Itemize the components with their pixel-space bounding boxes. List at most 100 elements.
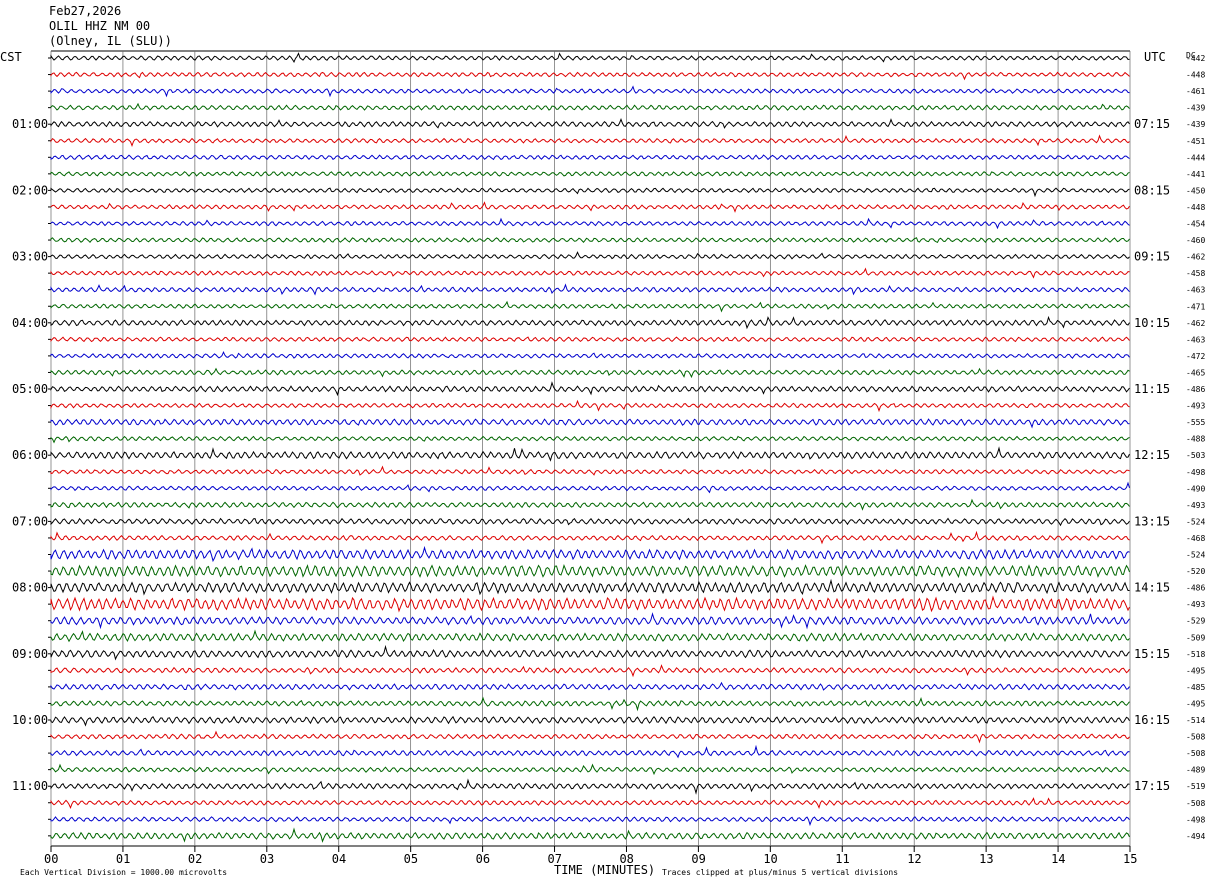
trace-line xyxy=(50,300,1130,313)
x-tick-label: 03 xyxy=(260,852,274,866)
dc-offset-label: -460 xyxy=(1186,236,1205,245)
dc-offset-label: -444 xyxy=(1186,153,1205,162)
header-location: (Olney, IL (SLU)) xyxy=(49,34,172,48)
dc-offset-label: -508 xyxy=(1186,733,1205,742)
clip-note: Traces clipped at plus/minus 5 vertical … xyxy=(662,868,898,877)
trace-line xyxy=(50,595,1130,613)
trace-line xyxy=(50,118,1130,129)
trace-line xyxy=(50,681,1130,691)
dc-offset-label: -439 xyxy=(1186,104,1205,113)
dc-offset-label: -454 xyxy=(1186,220,1205,229)
x-tick-label: 05 xyxy=(404,852,418,866)
dc-offset-label: -509 xyxy=(1186,633,1205,642)
trace-line xyxy=(50,171,1130,177)
trace-line xyxy=(50,816,1130,827)
left-hour-label: 08:00 xyxy=(12,581,48,595)
dc-offset-label: -508 xyxy=(1186,749,1205,758)
right-zone-label: UTC xyxy=(1144,50,1166,64)
dc-offset-label: -529 xyxy=(1186,617,1205,626)
right-hour-label: 12:15 xyxy=(1134,448,1170,462)
right-hour-label: 08:15 xyxy=(1134,183,1170,197)
dc-offset-label: -518 xyxy=(1186,650,1205,659)
trace-line xyxy=(50,350,1130,359)
dc-offset-label: -486 xyxy=(1186,385,1205,394)
dc-offset-label: -493 xyxy=(1186,600,1205,609)
x-tick-label: 00 xyxy=(44,852,58,866)
right-hour-label: 16:15 xyxy=(1134,713,1170,727)
left-zone-label: CST xyxy=(0,50,22,64)
trace-line xyxy=(50,517,1130,527)
trace-line xyxy=(50,664,1130,678)
dc-offset-label: -508 xyxy=(1186,799,1205,808)
dc-offset-label: -524 xyxy=(1186,551,1205,560)
dc-offset-label: -471 xyxy=(1186,302,1205,311)
dc-offset-label: -462 xyxy=(1186,253,1205,262)
x-tick-label: 13 xyxy=(979,852,993,866)
dc-offset-label: -441 xyxy=(1186,170,1205,179)
dc-offset-label: -463 xyxy=(1186,286,1205,295)
trace-line xyxy=(50,730,1130,744)
trace-line xyxy=(50,498,1130,511)
dc-offset-label: -498 xyxy=(1186,468,1205,477)
trace-line xyxy=(50,612,1130,630)
dc-offset-label: -448 xyxy=(1186,203,1205,212)
header-date: Feb27,2026 xyxy=(49,4,122,18)
trace-line xyxy=(50,217,1130,230)
x-tick-label: 06 xyxy=(476,852,490,866)
trace-line xyxy=(50,102,1130,111)
dc-offset-label: -493 xyxy=(1186,501,1205,510)
trace-line xyxy=(50,71,1130,81)
trace-line xyxy=(50,367,1130,379)
trace-line xyxy=(50,85,1130,98)
trace-line xyxy=(50,696,1130,712)
dc-offset-label: -439 xyxy=(1186,120,1205,129)
dc-offset-label: -520 xyxy=(1186,567,1205,576)
trace-line xyxy=(50,715,1130,727)
trace-line xyxy=(50,187,1130,198)
left-hour-label: 06:00 xyxy=(12,448,48,462)
trace-line xyxy=(50,763,1130,776)
dc-offset-label: -486 xyxy=(1186,584,1205,593)
trace-line xyxy=(50,267,1130,279)
x-tick-label: 14 xyxy=(1051,852,1065,866)
dc-offset-label: -485 xyxy=(1186,683,1205,692)
trace-line xyxy=(50,399,1130,413)
left-hour-label: 01:00 xyxy=(12,117,48,131)
right-hour-label: 13:15 xyxy=(1134,514,1170,528)
dc-offset-label: -495 xyxy=(1186,699,1205,708)
trace-line xyxy=(50,154,1130,161)
dc-offset-label: -442 xyxy=(1186,54,1205,63)
dc-offset-label: -472 xyxy=(1186,352,1205,361)
trace-line xyxy=(50,283,1130,296)
right-hour-label: 11:15 xyxy=(1134,382,1170,396)
trace-line xyxy=(50,418,1130,429)
x-tick-label: 15 xyxy=(1123,852,1137,866)
dc-offset-label: -490 xyxy=(1186,484,1205,493)
dc-offset-label: -493 xyxy=(1186,402,1205,411)
trace-line xyxy=(50,578,1130,596)
dc-offset-label: -489 xyxy=(1186,766,1205,775)
dc-offset-label: -514 xyxy=(1186,716,1205,725)
trace-line xyxy=(50,336,1130,343)
right-hour-label: 14:15 xyxy=(1134,581,1170,595)
right-hour-label: 15:15 xyxy=(1134,647,1170,661)
traces xyxy=(50,52,1130,843)
grid xyxy=(48,50,1131,852)
x-tick-label: 10 xyxy=(763,852,777,866)
trace-line xyxy=(50,563,1130,579)
trace-line xyxy=(50,545,1130,563)
trace-line xyxy=(50,797,1130,810)
dc-offset-label: -468 xyxy=(1186,534,1205,543)
trace-line xyxy=(50,251,1130,260)
axis-labels: 00 01 02 03 04 05 06 07 08 09 10 11 12 13 14 15 -442 -448… xyxy=(12,54,1205,866)
dc-offset-label: -451 xyxy=(1186,137,1205,146)
x-axis-label: TIME (MINUTES) xyxy=(554,863,655,877)
x-tick-label: 12 xyxy=(907,852,921,866)
x-tick-label: 07 xyxy=(548,852,562,866)
trace-line xyxy=(50,481,1130,494)
dc-offset-label: -519 xyxy=(1186,782,1205,791)
trace-line xyxy=(50,201,1130,213)
left-hour-label: 02:00 xyxy=(12,183,48,197)
dc-offset-label: -495 xyxy=(1186,666,1205,675)
